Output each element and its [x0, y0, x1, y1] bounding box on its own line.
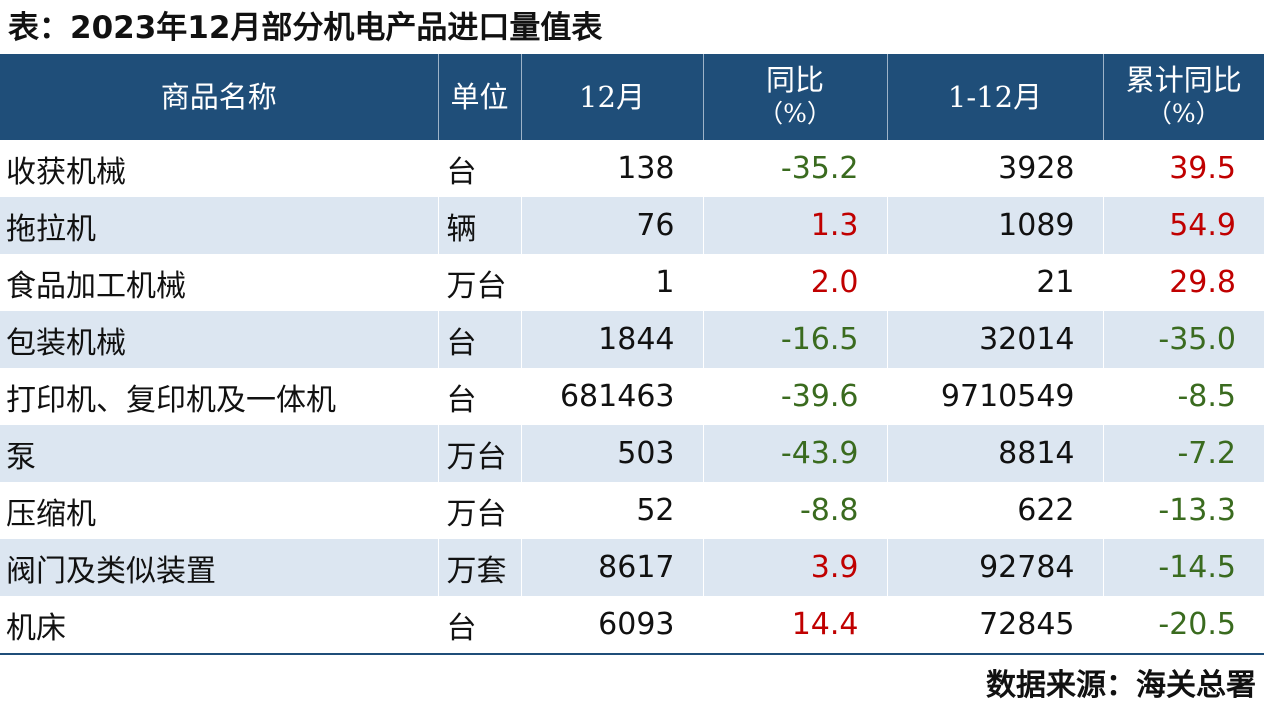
cell-name: 包装机械 [0, 311, 438, 368]
cell-name: 收获机械 [6, 154, 126, 190]
cell-ytd: 32014 [886, 311, 1103, 368]
cell-ytd: 21 [886, 254, 1103, 311]
cell-ytd: 622 [886, 482, 1103, 539]
header-dec: 12月 [520, 54, 703, 140]
cell-dec: 503 [520, 425, 703, 482]
table-row: 阀门及类似装置 万套 8617 3.9 92784 -14.5 [0, 539, 1264, 596]
import-table: 商品名称 单位 12月 同比 （%） 1-12月 累计同比 （%） 收获机械台 138… [0, 54, 1264, 655]
header-name: 商品名称 [0, 54, 438, 140]
cell-unit: 台 [437, 596, 521, 655]
table-row: 压缩机 万台 52 -8.8 622 -13.3 [0, 482, 1264, 539]
cell-ytd-yoy: 54.9 [1102, 197, 1264, 254]
cell-ytd: 3928 [886, 140, 1103, 197]
cell-yoy: 2.0 [702, 254, 887, 311]
table-row: 收获机械 台 138 -35.2 3928 39.5 [0, 140, 1264, 197]
cell-ytd-yoy: 39.5 [1102, 140, 1264, 197]
cell-ytd: 9710549 [886, 368, 1103, 425]
cell-name: 压缩机 [6, 496, 96, 532]
header-unit: 单位 [437, 54, 521, 140]
cell-dec: 76 [520, 197, 703, 254]
cell-unit: 台 [437, 140, 521, 197]
cell-name: 泵 [0, 425, 438, 482]
cell-dec: 1844 [520, 311, 703, 368]
cell-unit: 万台 [437, 254, 521, 311]
header-row: 商品名称 单位 12月 同比 （%） 1-12月 累计同比 （%） [0, 54, 1264, 140]
cell-ytd-yoy: 29.8 [1102, 254, 1264, 311]
table-row: 机床台 6093 14.4 72845 -20.5 [0, 596, 1264, 655]
cell-ytd-yoy: -8.5 [1102, 368, 1264, 425]
cell-ytd-yoy: -7.2 [1102, 425, 1264, 482]
table-row: 泵万台 503 -43.9 8814 -7.2 [0, 425, 1264, 482]
table-title: 表：2023年12月部分机电产品进口量值表 [8, 10, 603, 46]
cell-yoy: -8.8 [702, 482, 887, 539]
cell-unit: 万台 [437, 482, 521, 539]
cell-name: 食品加工机械 [6, 268, 186, 304]
cell-dec: 8617 [520, 539, 703, 596]
table-row: 拖拉机辆 76 1.3 1089 54.9 [0, 197, 1264, 254]
cell-name: 阀门及类似装置 [0, 539, 438, 596]
cell-ytd-yoy: -14.5 [1102, 539, 1264, 596]
cell-unit: 辆 [437, 197, 521, 254]
table-row: 打印机、复印机及一体机 台 681463 -39.6 9710549 -8.5 [0, 368, 1264, 425]
cell-yoy: 3.9 [702, 539, 887, 596]
cell-unit: 台 [437, 368, 521, 425]
table-row: 食品加工机械 万台 1 2.0 21 29.8 [0, 254, 1264, 311]
cell-ytd: 72845 [886, 596, 1103, 655]
cell-unit: 台 [437, 311, 521, 368]
cell-unit: 万套 [437, 539, 521, 596]
cell-dec: 52 [520, 482, 703, 539]
cell-dec: 1 [520, 254, 703, 311]
cell-yoy: -39.6 [702, 368, 887, 425]
cell-name: 打印机、复印机及一体机 [6, 382, 336, 418]
cell-dec: 681463 [520, 368, 703, 425]
cell-dec: 6093 [520, 596, 703, 655]
cell-name: 拖拉机 [0, 197, 438, 254]
cell-ytd: 1089 [886, 197, 1103, 254]
cell-ytd: 92784 [886, 539, 1103, 596]
cell-ytd-yoy: -20.5 [1102, 596, 1264, 655]
cell-yoy: 14.4 [702, 596, 887, 655]
header-ytd: 1-12月 [886, 54, 1103, 140]
cell-unit: 万台 [437, 425, 521, 482]
cell-ytd: 8814 [886, 425, 1103, 482]
cell-yoy: -16.5 [702, 311, 887, 368]
table-row: 包装机械台 1844 -16.5 32014 -35.0 [0, 311, 1264, 368]
cell-yoy: -43.9 [702, 425, 887, 482]
cell-name: 机床 [0, 596, 438, 655]
cell-yoy: 1.3 [702, 197, 887, 254]
cell-ytd-yoy: -35.0 [1102, 311, 1264, 368]
cell-ytd-yoy: -13.3 [1102, 482, 1264, 539]
header-ytd-yoy: 累计同比 （%） [1102, 54, 1264, 140]
cell-dec: 138 [520, 140, 703, 197]
cell-yoy: -35.2 [702, 140, 887, 197]
data-source: 数据来源：海关总署 [986, 668, 1256, 703]
header-yoy: 同比 （%） [702, 54, 887, 140]
